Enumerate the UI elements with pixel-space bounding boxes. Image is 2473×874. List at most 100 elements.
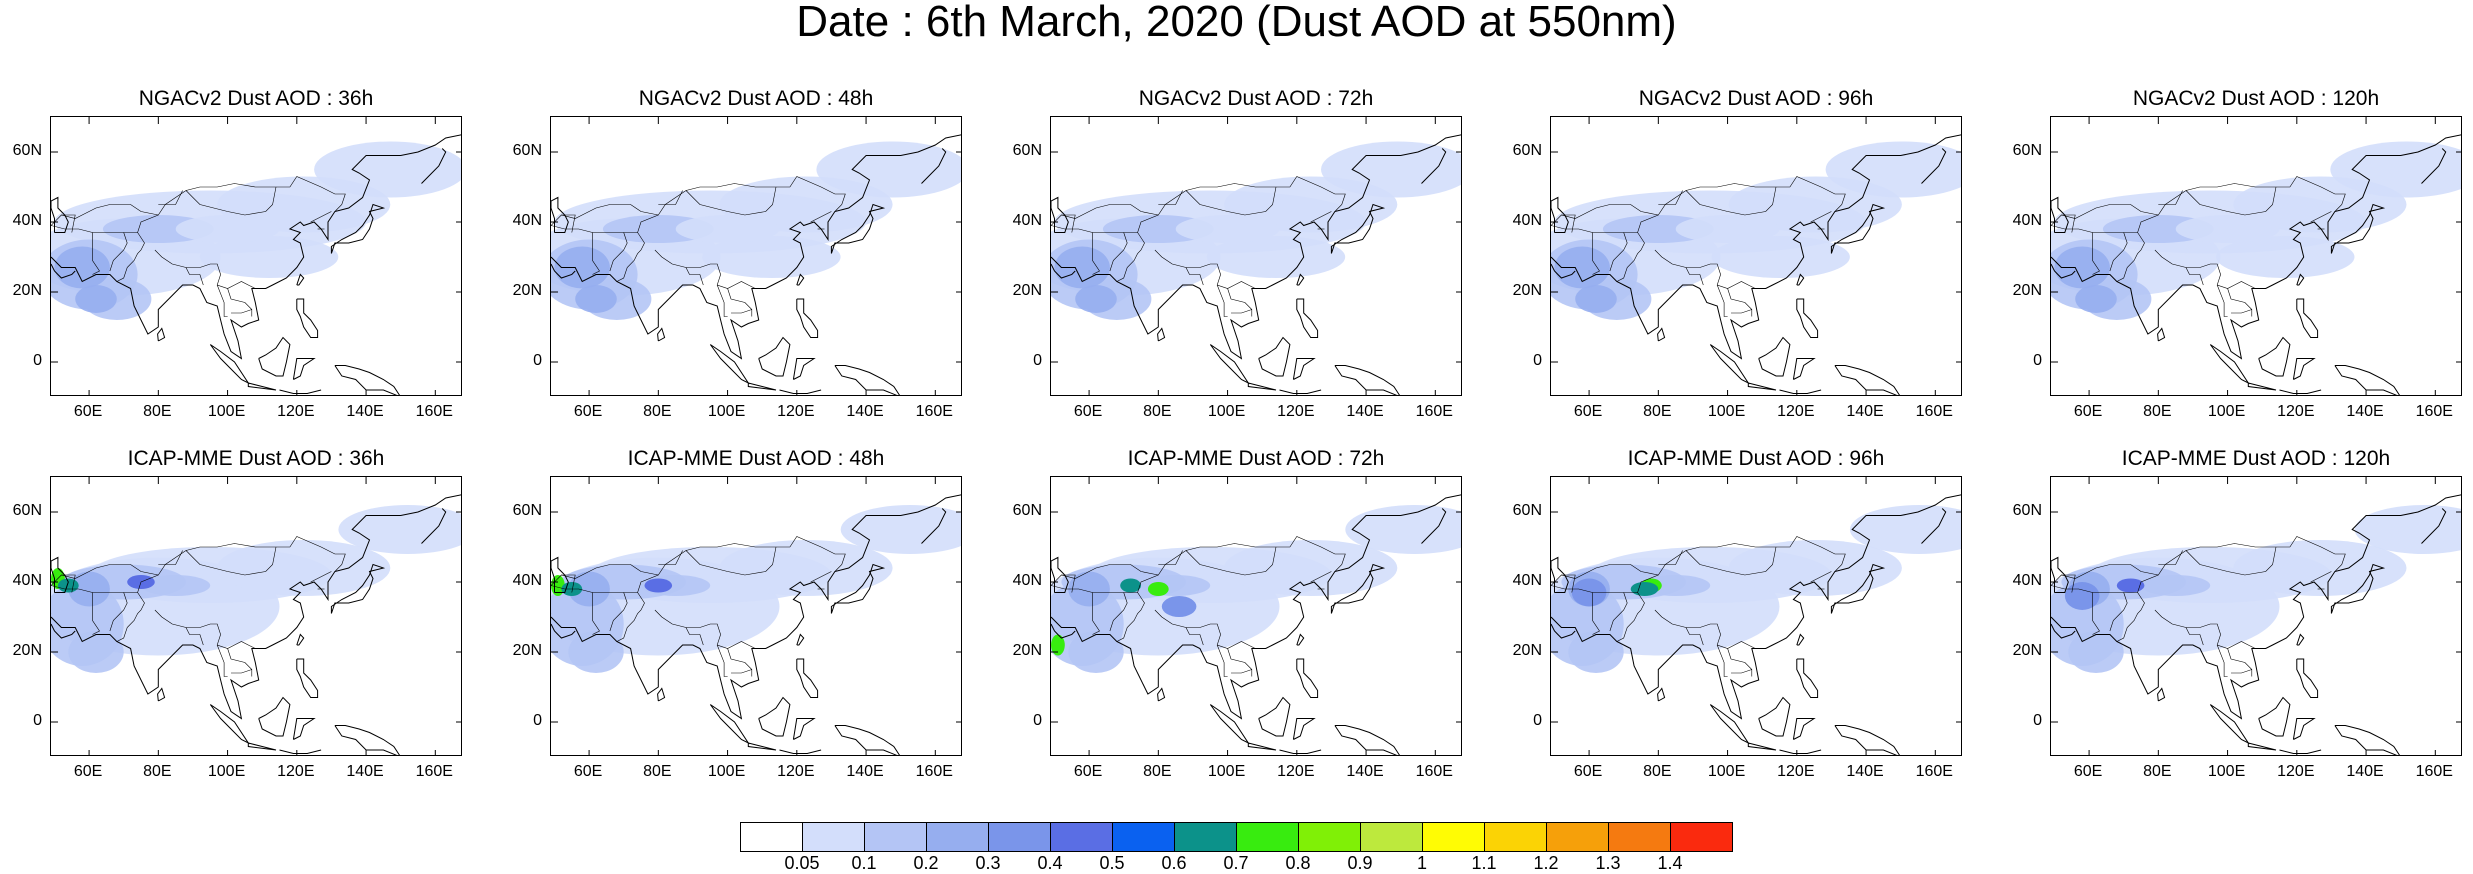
- colorbar-label: 0.2: [913, 853, 939, 873]
- map-panel: NGACv2 Dust AOD : 120h 60N 40N 20N 0 60E 80E 10…: [2013, 88, 2462, 420]
- map-panel: ICAP-MME Dust AOD : 72h 60N 40N 20N 0 60E 80E 1…: [1013, 448, 1462, 780]
- coastline: [279, 749, 322, 754]
- colorbar-swatch: [740, 822, 803, 852]
- aod-hotspot: [1120, 578, 1141, 593]
- country-border: [1727, 288, 1753, 310]
- lon-tick-label: 80E: [1643, 763, 1672, 780]
- panel-title: NGACv2 Dust AOD : 96h: [1638, 87, 1874, 110]
- country-border: [658, 550, 683, 565]
- coastline: [1551, 623, 1576, 639]
- country-border: [2216, 644, 2228, 677]
- aod-plume: [1675, 215, 1780, 243]
- lat-tick-label: 60N: [512, 502, 542, 519]
- panel-title: NGACv2 Dust AOD : 36h: [138, 87, 374, 110]
- coastline: [2258, 696, 2291, 737]
- coastline: [1209, 704, 1250, 745]
- coastline: [1051, 196, 1069, 233]
- lat-tick-label: 0: [33, 352, 42, 369]
- country-border: [51, 564, 159, 586]
- colorbar-swatch: [1112, 822, 1175, 852]
- country-border: [1551, 204, 1659, 226]
- country-border: [1231, 309, 1253, 317]
- country-border: [1731, 309, 1753, 317]
- aod-hotspot: [2116, 578, 2145, 593]
- country-border: [116, 232, 145, 282]
- country-border: [2231, 309, 2253, 317]
- coastline: [1296, 298, 1319, 338]
- lat-tick-label: 20N: [12, 642, 42, 659]
- coastline: [2051, 623, 2076, 639]
- coastline: [1330, 563, 1386, 614]
- aod-plume: [840, 505, 961, 554]
- aod-plume: [575, 285, 617, 313]
- country-border: [2116, 592, 2145, 642]
- country-border: [1616, 592, 1645, 642]
- coastline: [334, 725, 400, 755]
- lon-tick-label: 60E: [1573, 403, 1603, 420]
- aod-plume: [2330, 141, 2461, 198]
- country-border: [1731, 669, 1753, 677]
- coastline: [921, 148, 947, 184]
- coastline: [51, 134, 461, 360]
- coastline: [830, 203, 886, 254]
- coastline: [747, 742, 777, 751]
- country-border: [1654, 609, 1756, 649]
- coastline: [1921, 148, 1947, 184]
- country-border: [1227, 648, 1253, 670]
- lon-tick-label: 140E: [1846, 763, 1884, 780]
- coastline: [796, 633, 805, 646]
- aod-plume: [175, 215, 280, 243]
- coastline: [796, 298, 819, 338]
- lon-tick-label: 160E: [1915, 403, 1953, 420]
- colorbar-swatch: [988, 822, 1051, 852]
- coastline: [1709, 344, 1750, 385]
- coastline: [1921, 508, 1947, 544]
- lon-tick-label: 160E: [415, 403, 453, 420]
- lon-tick-label: 160E: [1915, 763, 1953, 780]
- country-border: [1061, 214, 1076, 233]
- country-border: [731, 309, 753, 317]
- coastline: [1830, 203, 1886, 254]
- lon-tick-label: 80E: [1143, 403, 1172, 420]
- coastline: [2209, 704, 2250, 745]
- country-border: [685, 267, 704, 286]
- map-frame: [2050, 116, 2462, 396]
- country-border: [154, 609, 256, 649]
- country-border: [810, 571, 832, 583]
- country-border: [61, 214, 76, 233]
- colorbar-swatch: [1546, 822, 1609, 852]
- country-border: [2185, 627, 2204, 646]
- aod-plume: [314, 141, 461, 198]
- coastline: [2051, 196, 2069, 233]
- country-border: [551, 204, 659, 226]
- coastline: [1292, 718, 1316, 740]
- country-border: [1609, 592, 1628, 632]
- colorbar-swatch: [864, 822, 927, 852]
- map-frame: [550, 116, 962, 396]
- map-panel: ICAP-MME Dust AOD : 96h 60N 40N 20N 0 60E 80E 1…: [1513, 448, 1962, 780]
- coastline: [2296, 633, 2305, 646]
- lon-tick-label: 160E: [915, 763, 953, 780]
- coastline: [834, 725, 900, 755]
- lon-tick-label: 160E: [2415, 763, 2453, 780]
- lon-tick-label: 60E: [1073, 403, 1103, 420]
- lon-tick-label: 140E: [1346, 763, 1384, 780]
- country-border: [2310, 571, 2332, 583]
- aod-plume: [2141, 575, 2211, 596]
- lat-tick-label: 0: [533, 352, 542, 369]
- country-border: [1551, 564, 1659, 586]
- lon-tick-label: 140E: [846, 763, 884, 780]
- aod-plume: [702, 236, 841, 278]
- aod-plume: [1711, 236, 1850, 278]
- aod-plume: [1728, 540, 1902, 596]
- lon-tick-label: 160E: [1415, 403, 1453, 420]
- country-border: [1561, 214, 1576, 233]
- colorbar-swatch: [1360, 822, 1423, 852]
- country-border: [185, 546, 277, 576]
- coastline: [1657, 687, 1666, 702]
- lat-tick-label: 0: [1533, 712, 1542, 729]
- lon-tick-label: 100E: [1207, 763, 1246, 780]
- aod-plume: [816, 141, 961, 198]
- coastline: [551, 196, 569, 233]
- dust-aod-map: [1051, 117, 1461, 395]
